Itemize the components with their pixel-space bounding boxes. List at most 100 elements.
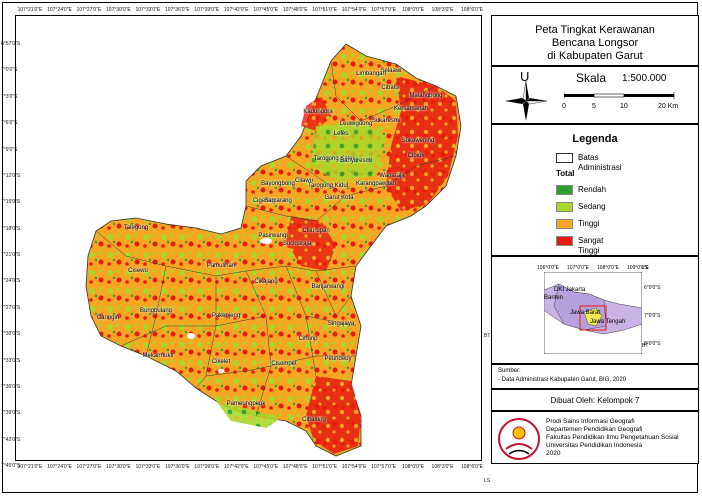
- legend-title: Legenda: [572, 133, 618, 145]
- x-tick-label-bottom: 107°39'0"E: [194, 464, 220, 470]
- place-label: Sucinaraja: [282, 241, 312, 247]
- legend-color-swatch: [556, 236, 573, 246]
- high-risk-zone-south: [306, 376, 361, 454]
- moderate-zone-north: [311, 121, 386, 181]
- inset-ls-label: LS: [642, 265, 649, 271]
- place-label: Singajaya: [327, 321, 355, 327]
- y-tick-label: 7°6'0"S: [1, 120, 18, 127]
- place-label: Cilawu: [294, 178, 314, 184]
- x-tick-label-top: 107°30'0"E: [106, 7, 131, 13]
- institution-line: Fakultas Pendidikan Ilmu Pengetahuan Sos…: [546, 434, 679, 441]
- x-tick-label-top: 107°51'0"E: [312, 7, 338, 13]
- garut-landslide-map: [85, 43, 462, 457]
- x-tick-label-top: 107°27'0"E: [76, 7, 102, 13]
- title-line-2: Bencana Longsor: [551, 37, 639, 49]
- legend-color-swatch: [556, 202, 573, 212]
- place-label: Bungbulang: [139, 308, 173, 314]
- x-tick-label-bottom: 107°36'0"E: [164, 464, 190, 470]
- inset-x-tick: 106°0'0"E: [537, 265, 559, 271]
- inset-x-tick: 109°0'0"E: [627, 265, 649, 271]
- institution-line: 2020: [546, 450, 561, 457]
- inset-map-panel: 106°0'0"E 107°0'0"E 108°0'0"E 109°0'0"E LS …: [491, 256, 699, 364]
- x-tick-label-top: 107°45'0"E: [253, 7, 279, 13]
- place-label: Cihurip: [298, 336, 318, 342]
- source-line: - Data Administrasi Kabupaten Garut, BIG…: [498, 377, 627, 383]
- x-tick-label-bottom: 107°51'0"E: [312, 464, 338, 470]
- place-label: Pakenjeng: [211, 313, 241, 319]
- scale-tick-5: 5: [592, 103, 596, 110]
- scale-panel: U Skala 1:500.000 0 5 10 20 Km: [491, 66, 699, 124]
- north-arrow-icon: [505, 81, 547, 121]
- x-tick-label-bottom: 108°6'0"E: [461, 464, 483, 470]
- y-tick-label: 7°27'0"S: [1, 304, 21, 311]
- legend-panel: Legenda Batas Administrasi Total Rendah S…: [491, 124, 699, 256]
- place-label: Cikelet: [211, 359, 231, 365]
- inset-map: [544, 272, 642, 354]
- bt-label: BT: [484, 333, 491, 339]
- legend-class-label: Tinggi: [578, 219, 600, 228]
- x-tick-label-bottom: 107°30'0"E: [106, 464, 131, 470]
- place-label: Cibalong: [302, 417, 326, 423]
- x-tick-label-bottom: 107°48'0"E: [282, 464, 308, 470]
- inset-x-tick: 108°0'0"E: [597, 265, 619, 271]
- place-label: Mekarmukti: [142, 353, 174, 359]
- place-label: Caringin: [96, 315, 120, 321]
- x-tick-label-bottom: 107°42'0"E: [223, 464, 249, 470]
- place-label: Pamulihan: [206, 263, 236, 269]
- place-label: Limbangan: [356, 71, 386, 77]
- place-label: Banjarwangi: [311, 284, 345, 290]
- administrative-boundaries: [95, 60, 457, 417]
- university-logo-icon: [498, 418, 540, 460]
- scale-tick-0: 0: [562, 103, 566, 110]
- x-tick-label-top: 108°6'0"E: [461, 7, 483, 13]
- place-label: Cisurupan: [302, 228, 330, 234]
- legend-color-swatch: [556, 219, 573, 229]
- y-tick-label: 7°30'0"S: [1, 331, 21, 338]
- place-label: Talegong: [123, 225, 149, 231]
- institution-line: Departemen Pendidikan Geografi: [546, 426, 643, 433]
- y-tick-label: 7°36'0"S: [1, 383, 21, 390]
- inset-x-tick: 107°0'0"E: [567, 265, 589, 271]
- y-tick-label: 7°0'0"S: [1, 67, 18, 74]
- place-label: Leuwigoong: [339, 121, 373, 127]
- y-tick-label: 7°45'0"S: [1, 463, 21, 469]
- y-tick-label: 7°24'0"S: [1, 278, 21, 285]
- x-tick-label-bottom: 107°45'0"E: [253, 464, 279, 470]
- inset-region-jabar: Jawa Barat: [570, 310, 601, 316]
- moderate-zone-south-coast: [216, 401, 281, 428]
- place-label: Sukaresmi: [371, 118, 401, 124]
- place-label: Cisompet: [271, 361, 297, 367]
- x-tick-label-top: 108°0'0"E: [402, 7, 425, 13]
- y-tick-label: 7°42'0"S: [1, 436, 21, 443]
- x-tick-label-bottom: 107°33'0"E: [135, 464, 161, 470]
- x-tick-label-top: 107°48'0"E: [282, 7, 308, 13]
- main-map[interactable]: Selaawi Malangbong Kersamanah Sukawening…: [15, 15, 482, 461]
- x-tick-label-bottom: 108°0'0"E: [402, 464, 425, 470]
- place-label: Garut Kota: [324, 195, 354, 201]
- place-label: Karangpawitan: [355, 181, 397, 187]
- x-tick-label-top: 107°24'0"E: [47, 7, 72, 13]
- x-tick-label-bottom: 107°27'0"E: [76, 464, 102, 470]
- made-by-panel: Dibuat Oleh: Kelompok 7: [491, 389, 699, 411]
- x-tick-label-top: 107°36'0"E: [164, 7, 190, 13]
- place-label: Wanaraja: [379, 173, 405, 179]
- x-tick-label-top: 107°54'0"E: [341, 7, 367, 13]
- place-label: Banyuresmi: [340, 158, 372, 164]
- y-tick-label: 7°18'0"S: [1, 225, 21, 232]
- place-label: Pasirwangi: [258, 233, 288, 239]
- institution-line: Universitas Pendidikan Indonesia: [546, 442, 643, 449]
- inset-y-tick: 7°0'0"S: [644, 313, 661, 319]
- source-heading: Sumber:: [498, 368, 521, 374]
- boundary-swatch: [556, 153, 573, 163]
- legend-total-heading: Total: [556, 169, 575, 178]
- scale-ratio: 1:500.000: [622, 73, 667, 84]
- place-label: Kadungora: [303, 109, 333, 115]
- x-tick-label-top: 107°42'0"E: [223, 7, 249, 13]
- x-tick-label-bottom: 107°54'0"E: [341, 464, 367, 470]
- high-risk-zone-north: [301, 96, 331, 131]
- map-title-panel: Peta Tingkat Kerawanan Bencana Longsor d…: [491, 15, 699, 66]
- high-risk-zone-east: [386, 76, 458, 211]
- inset-y-tick: 8°0'0"S: [644, 341, 661, 347]
- x-tick-label-top: 108°3'0"E: [431, 7, 454, 13]
- title-line-1: Peta Tingkat Kerawanan: [535, 24, 655, 36]
